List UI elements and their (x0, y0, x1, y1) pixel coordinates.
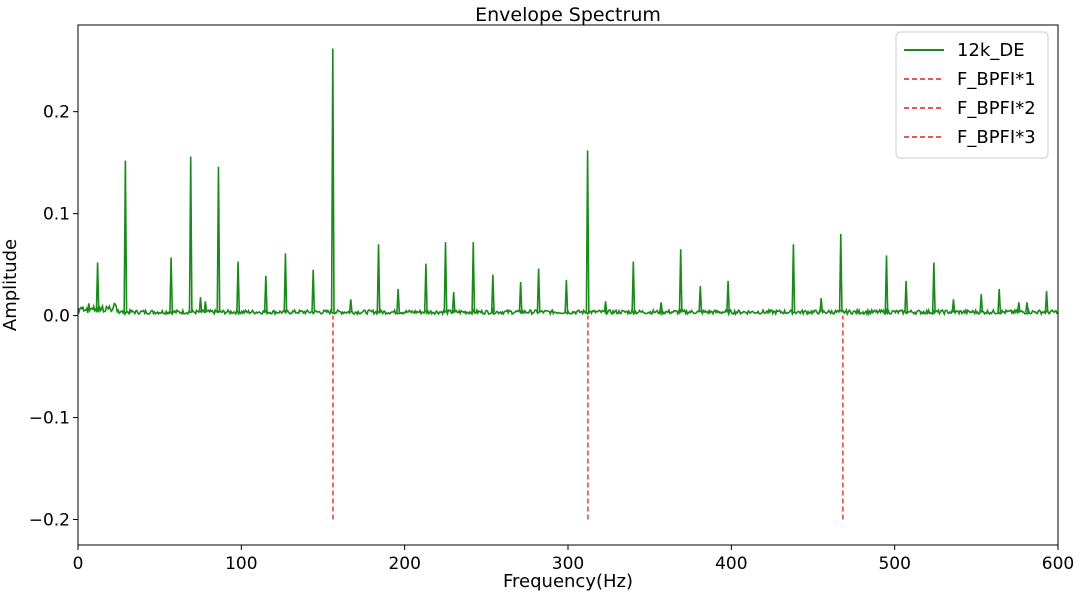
legend-label: 12k_DE (957, 40, 1025, 61)
spectrum-peak (659, 302, 664, 313)
legend-label: F_BPFI*3 (957, 127, 1036, 148)
spectrum-peak (283, 253, 288, 313)
spectrum-peak (791, 244, 796, 313)
y-axis: −0.2 −0.1 0.0 0.1 0.2 (29, 103, 78, 531)
spectrum-peak (451, 292, 456, 313)
spectrum-peak (216, 166, 221, 313)
spectrum-peak (564, 279, 569, 313)
x-axis: 0 100 200 300 400 500 600 (73, 545, 1074, 574)
y-tick-label: 0.2 (43, 103, 70, 123)
spectrum-peak (518, 281, 523, 313)
spectrum-peak (1024, 302, 1029, 313)
spectrum-peak (585, 150, 590, 313)
spectrum-peak (330, 48, 335, 313)
spectrum-peak (188, 156, 193, 313)
spectrum-peak (169, 257, 174, 313)
x-tick-label: 500 (878, 554, 910, 574)
y-axis-label: Amplitude (0, 239, 21, 331)
spectrum-peak (311, 269, 316, 313)
spectrum-peak (931, 262, 936, 313)
legend-label: F_BPFI*2 (957, 98, 1036, 119)
x-axis-label: Frequency(Hz) (503, 571, 633, 592)
y-tick-label: 0.0 (43, 307, 70, 327)
spectrum-peak (236, 261, 241, 313)
spectrum-peak (726, 280, 731, 313)
spectrum-peak (348, 299, 353, 313)
spectrum-peak (603, 301, 608, 313)
spectrum-peak (123, 160, 128, 313)
spectrum-peak (678, 249, 683, 313)
spectrum-peak (698, 285, 703, 313)
spectrum-peak (443, 242, 448, 313)
spectrum-peak (884, 255, 889, 313)
spectrum-peak (376, 244, 381, 313)
legend: 12k_DE F_BPFI*1 F_BPFI*2 F_BPFI*3 (895, 31, 1049, 159)
spectrum-peak (1044, 291, 1049, 313)
x-tick-label: 100 (225, 554, 257, 574)
spectrum-peak (1016, 302, 1021, 313)
spectrum-peak (951, 299, 956, 313)
spectrum-peak (423, 263, 428, 313)
spectrum-peak (819, 298, 824, 313)
spectrum-peak (904, 280, 909, 313)
spectrum-peak (536, 268, 541, 313)
x-tick-label: 0 (73, 554, 84, 574)
y-tick-label: 0.1 (43, 205, 70, 225)
legend-box (895, 31, 1049, 159)
spectrum-peak (263, 275, 268, 313)
spectrum-peak (631, 261, 636, 313)
x-tick-label: 400 (715, 554, 747, 574)
y-tick-label: −0.2 (29, 511, 70, 531)
spectrum-peak (396, 289, 401, 313)
spectrum-peak (490, 274, 495, 313)
legend-label: F_BPFI*1 (957, 69, 1036, 90)
plot-data-layer (78, 48, 1058, 520)
x-tick-label: 300 (552, 554, 584, 574)
x-tick-label: 200 (388, 554, 420, 574)
spectrum-peak (997, 289, 1002, 313)
chart-title: Envelope Spectrum (475, 4, 661, 26)
spectrum-peak (203, 301, 208, 313)
spectrum-peak (198, 297, 203, 313)
spectrum-peak (471, 242, 476, 313)
y-tick-label: −0.1 (29, 409, 70, 429)
spectrum-peak (95, 262, 100, 313)
x-tick-label: 600 (1042, 554, 1074, 574)
spectrum-peak (838, 234, 843, 313)
spectrum-peak (979, 294, 984, 313)
